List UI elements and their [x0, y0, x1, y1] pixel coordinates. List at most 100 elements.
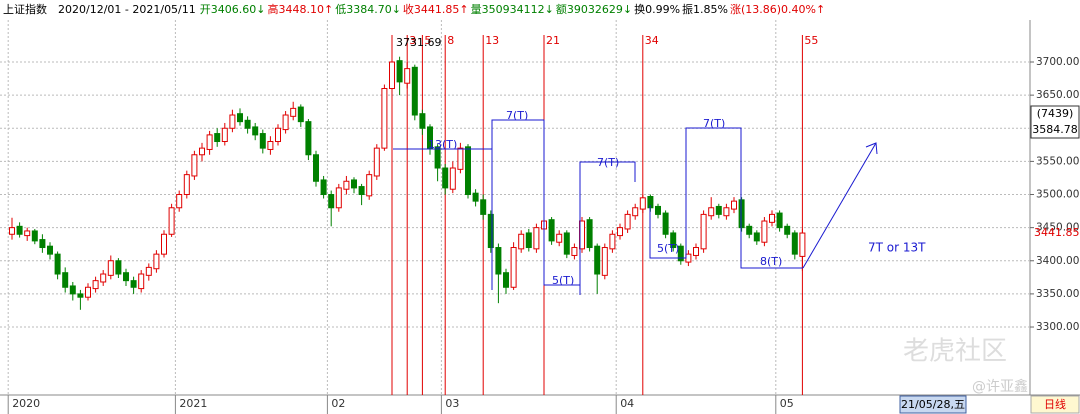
fib-label: 8	[447, 34, 454, 47]
candle-body	[624, 213, 631, 230]
header-item: 高3448.10↑	[267, 2, 333, 16]
cycle-box	[579, 161, 636, 295]
watermark: @许亚鑫	[972, 378, 1028, 395]
candle-body	[708, 207, 715, 217]
side-box	[1030, 105, 1080, 139]
y-tick-label: 3350.00	[1036, 288, 1079, 300]
date-range: 2020/12/01 - 2021/05/11	[58, 3, 196, 16]
cycle-label: 5(T)	[552, 274, 574, 287]
candle-body	[776, 212, 783, 229]
candle-body	[31, 230, 38, 242]
x-tick-label: 03	[445, 397, 459, 410]
date-box	[899, 395, 967, 414]
candle-body	[632, 207, 639, 217]
candle-body	[77, 293, 84, 298]
candle-body	[586, 219, 593, 249]
y-tick-label: 3450.00	[1036, 222, 1079, 234]
cycle-label: 7(T)	[506, 109, 528, 122]
candle-body	[510, 247, 517, 288]
candle-body	[85, 286, 91, 298]
candle-body	[662, 212, 669, 235]
candle-body	[419, 113, 426, 129]
candle-body	[282, 114, 289, 131]
candle-body	[731, 200, 737, 210]
candle-body	[791, 232, 798, 255]
candle-body	[69, 285, 76, 295]
header-item: 收3441.85↑	[403, 2, 469, 16]
candle-body	[769, 213, 775, 223]
cycle-label: 7(T)	[597, 156, 619, 169]
fib-label: 55	[804, 34, 818, 47]
candle-body	[480, 199, 487, 215]
candle-body	[290, 107, 297, 117]
side-label: 3584.78	[1032, 123, 1078, 136]
candle-body	[24, 230, 31, 237]
candle-body	[738, 199, 745, 229]
candle-body	[746, 225, 753, 235]
candle-body	[221, 127, 228, 143]
candle-body	[62, 272, 69, 288]
candle-body	[677, 245, 684, 262]
candle-body	[411, 66, 418, 116]
candle-body	[107, 260, 114, 276]
candle-body	[449, 167, 456, 190]
candle-body	[700, 213, 707, 250]
candle-body	[153, 253, 160, 270]
forecast-arrow	[802, 142, 877, 269]
forecast-label: 7T or 13T	[868, 241, 926, 255]
candle-body	[556, 233, 563, 243]
candle-body	[457, 147, 464, 170]
cycle-box	[649, 127, 803, 269]
candle-body	[563, 232, 570, 255]
candle-body	[9, 227, 15, 235]
candle-body	[594, 245, 601, 275]
header-item: 额39032629↓	[556, 3, 632, 16]
candle-body	[655, 205, 661, 215]
candle-body	[138, 273, 145, 290]
candle-body	[351, 179, 357, 189]
candle-body	[191, 154, 198, 177]
candle-body	[229, 114, 236, 129]
candle-body	[753, 232, 760, 242]
header-item: 换0.99%	[634, 2, 680, 16]
cycle-label: 5(T)	[657, 242, 679, 255]
footer-date: 21/05/28,五	[901, 398, 965, 411]
period-box	[1030, 395, 1080, 414]
candle-body	[427, 126, 433, 149]
fib-label: 13	[485, 34, 499, 47]
y-tick-label: 3500.00	[1036, 189, 1079, 201]
x-tick-label: 05	[780, 397, 794, 410]
candle-body	[503, 272, 509, 288]
y-tick-label: 3300.00	[1036, 321, 1079, 333]
candle-body	[601, 247, 608, 276]
candle-body	[168, 207, 175, 235]
side-label: (7439)	[1037, 107, 1074, 120]
candle-body	[47, 245, 53, 255]
candle-body	[252, 126, 259, 136]
candle-body	[54, 253, 61, 275]
candle-body	[328, 194, 335, 209]
candle-body	[123, 272, 129, 282]
candle-body	[442, 167, 449, 189]
candle-body	[259, 133, 266, 149]
candle-body	[343, 180, 350, 190]
x-tick-label: 2020	[12, 397, 40, 410]
candle-body	[244, 119, 251, 129]
candle-body	[487, 213, 494, 249]
candle-body	[685, 253, 692, 263]
candle-body	[199, 147, 205, 156]
candle-body	[176, 194, 183, 209]
candle-body	[161, 233, 167, 255]
candle-body	[335, 187, 342, 209]
candle-body	[267, 141, 274, 150]
footer-period: 日线	[1044, 397, 1066, 411]
candle-body	[358, 186, 365, 196]
candle-body	[396, 60, 403, 83]
candle-body	[130, 280, 137, 288]
candle-body	[761, 220, 768, 243]
y-tick-label: 3400.00	[1036, 255, 1079, 267]
high-label: 3731.69	[396, 36, 442, 49]
candle-body	[320, 179, 327, 196]
